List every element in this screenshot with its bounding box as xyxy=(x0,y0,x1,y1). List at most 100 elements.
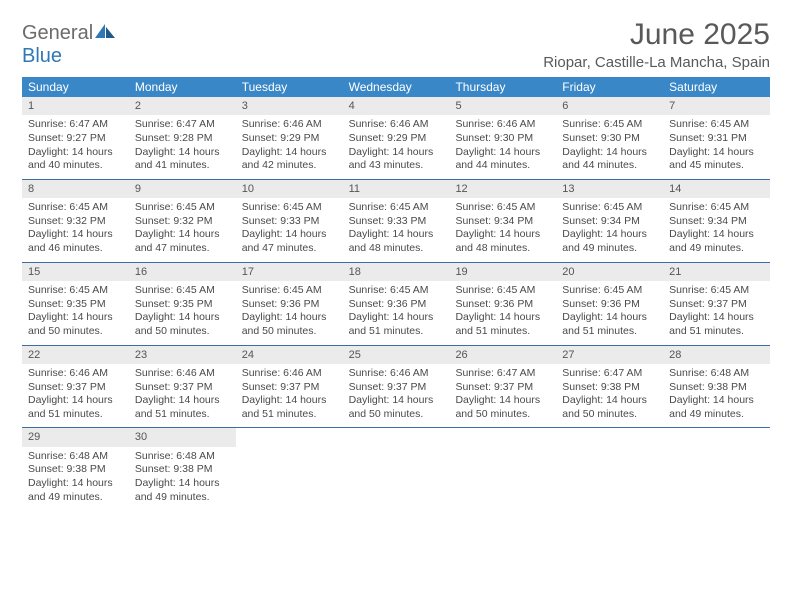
daylight-text: Daylight: 14 hours and 50 minutes. xyxy=(28,311,123,338)
day-body: Sunrise: 6:45 AMSunset: 9:36 PMDaylight:… xyxy=(236,281,343,345)
calendar-page: General Blue June 2025 Riopar, Castille-… xyxy=(0,0,792,528)
day-number: 13 xyxy=(556,180,663,198)
day-cell: 30Sunrise: 6:48 AMSunset: 9:38 PMDayligh… xyxy=(129,428,236,510)
sunset-text: Sunset: 9:33 PM xyxy=(242,215,337,229)
day-body: Sunrise: 6:47 AMSunset: 9:37 PMDaylight:… xyxy=(449,364,556,428)
sunrise-text: Sunrise: 6:45 AM xyxy=(28,201,123,215)
sunset-text: Sunset: 9:37 PM xyxy=(669,298,764,312)
day-number: 6 xyxy=(556,97,663,115)
sunset-text: Sunset: 9:37 PM xyxy=(28,381,123,395)
sunset-text: Sunset: 9:37 PM xyxy=(135,381,230,395)
sunrise-text: Sunrise: 6:45 AM xyxy=(349,284,444,298)
sunrise-text: Sunrise: 6:46 AM xyxy=(242,367,337,381)
sunset-text: Sunset: 9:37 PM xyxy=(242,381,337,395)
header: General Blue June 2025 Riopar, Castille-… xyxy=(22,18,770,71)
sunrise-text: Sunrise: 6:46 AM xyxy=(135,367,230,381)
daylight-text: Daylight: 14 hours and 41 minutes. xyxy=(135,146,230,173)
sunrise-text: Sunrise: 6:46 AM xyxy=(242,118,337,132)
day-cell: 19Sunrise: 6:45 AMSunset: 9:36 PMDayligh… xyxy=(449,263,556,345)
day-cell: 11Sunrise: 6:45 AMSunset: 9:33 PMDayligh… xyxy=(343,180,450,262)
sunrise-text: Sunrise: 6:45 AM xyxy=(562,201,657,215)
day-body: Sunrise: 6:48 AMSunset: 9:38 PMDaylight:… xyxy=(22,447,129,511)
day-number: 29 xyxy=(22,428,129,446)
day-number: 20 xyxy=(556,263,663,281)
weekday-header: Friday xyxy=(556,77,663,97)
day-body: Sunrise: 6:45 AMSunset: 9:34 PMDaylight:… xyxy=(663,198,770,262)
day-body: Sunrise: 6:46 AMSunset: 9:37 PMDaylight:… xyxy=(236,364,343,428)
daylight-text: Daylight: 14 hours and 47 minutes. xyxy=(242,228,337,255)
title-block: June 2025 Riopar, Castille-La Mancha, Sp… xyxy=(543,18,770,71)
day-number: 19 xyxy=(449,263,556,281)
calendar-grid: SundayMondayTuesdayWednesdayThursdayFrid… xyxy=(22,77,770,510)
sunrise-text: Sunrise: 6:45 AM xyxy=(242,201,337,215)
sunrise-text: Sunrise: 6:48 AM xyxy=(28,450,123,464)
day-number: 26 xyxy=(449,346,556,364)
day-number: 9 xyxy=(129,180,236,198)
day-number: 25 xyxy=(343,346,450,364)
sunset-text: Sunset: 9:36 PM xyxy=(242,298,337,312)
daylight-text: Daylight: 14 hours and 50 minutes. xyxy=(562,394,657,421)
logo-sail-icon xyxy=(94,23,116,39)
empty-cell xyxy=(663,428,770,510)
sunset-text: Sunset: 9:28 PM xyxy=(135,132,230,146)
day-number: 1 xyxy=(22,97,129,115)
daylight-text: Daylight: 14 hours and 50 minutes. xyxy=(135,311,230,338)
empty-cell xyxy=(343,428,450,510)
daylight-text: Daylight: 14 hours and 44 minutes. xyxy=(562,146,657,173)
logo-text-wrap: General Blue xyxy=(22,22,116,68)
day-body: Sunrise: 6:46 AMSunset: 9:37 PMDaylight:… xyxy=(343,364,450,428)
location-text: Riopar, Castille-La Mancha, Spain xyxy=(543,54,770,71)
day-number: 17 xyxy=(236,263,343,281)
daylight-text: Daylight: 14 hours and 50 minutes. xyxy=(349,394,444,421)
day-cell: 24Sunrise: 6:46 AMSunset: 9:37 PMDayligh… xyxy=(236,346,343,428)
sunset-text: Sunset: 9:34 PM xyxy=(669,215,764,229)
day-cell: 1Sunrise: 6:47 AMSunset: 9:27 PMDaylight… xyxy=(22,97,129,179)
daylight-text: Daylight: 14 hours and 51 minutes. xyxy=(242,394,337,421)
day-number: 7 xyxy=(663,97,770,115)
day-cell: 10 Sunrise: 6:45 AMSunset: 9:33 PMDayligh… xyxy=(236,180,343,262)
day-body: Sunrise: 6:45 AMSunset: 9:34 PMDaylight:… xyxy=(556,198,663,262)
day-number: 10 xyxy=(236,180,343,198)
sunset-text: Sunset: 9:38 PM xyxy=(135,463,230,477)
day-number: 22 xyxy=(22,346,129,364)
sunset-text: Sunset: 9:38 PM xyxy=(28,463,123,477)
weekday-header: Sunday xyxy=(22,77,129,97)
day-body: Sunrise: 6:45 AMSunset: 9:36 PMDaylight:… xyxy=(449,281,556,345)
day-cell: 20Sunrise: 6:45 AMSunset: 9:36 PMDayligh… xyxy=(556,263,663,345)
day-cell: 13Sunrise: 6:45 AMSunset: 9:34 PMDayligh… xyxy=(556,180,663,262)
weekday-header: Wednesday xyxy=(343,77,450,97)
daylight-text: Daylight: 14 hours and 50 minutes. xyxy=(455,394,550,421)
daylight-text: Daylight: 14 hours and 43 minutes. xyxy=(349,146,444,173)
sunrise-text: Sunrise: 6:45 AM xyxy=(669,284,764,298)
sunset-text: Sunset: 9:33 PM xyxy=(349,215,444,229)
sunrise-text: Sunrise: 6:45 AM xyxy=(562,118,657,132)
daylight-text: Daylight: 14 hours and 48 minutes. xyxy=(349,228,444,255)
day-body: Sunrise: 6:45 AMSunset: 9:35 PMDaylight:… xyxy=(22,281,129,345)
day-cell: 6Sunrise: 6:45 AMSunset: 9:30 PMDaylight… xyxy=(556,97,663,179)
day-body: Sunrise: 6:45 AMSunset: 9:36 PMDaylight:… xyxy=(343,281,450,345)
weekday-header: Monday xyxy=(129,77,236,97)
day-cell: 9Sunrise: 6:45 AMSunset: 9:32 PMDaylight… xyxy=(129,180,236,262)
sunset-text: Sunset: 9:38 PM xyxy=(669,381,764,395)
daylight-text: Daylight: 14 hours and 49 minutes. xyxy=(135,477,230,504)
day-number: 14 xyxy=(663,180,770,198)
day-number: 23 xyxy=(129,346,236,364)
daylight-text: Daylight: 14 hours and 42 minutes. xyxy=(242,146,337,173)
day-cell: 18Sunrise: 6:45 AMSunset: 9:36 PMDayligh… xyxy=(343,263,450,345)
day-cell: 12Sunrise: 6:45 AMSunset: 9:34 PMDayligh… xyxy=(449,180,556,262)
week-row: 15Sunrise: 6:45 AMSunset: 9:35 PMDayligh… xyxy=(22,263,770,346)
empty-cell xyxy=(449,428,556,510)
day-body: Sunrise: 6:46 AMSunset: 9:37 PMDaylight:… xyxy=(129,364,236,428)
day-body: Sunrise: 6:46 AMSunset: 9:37 PMDaylight:… xyxy=(22,364,129,428)
sunset-text: Sunset: 9:36 PM xyxy=(562,298,657,312)
day-cell: 27Sunrise: 6:47 AMSunset: 9:38 PMDayligh… xyxy=(556,346,663,428)
sunset-text: Sunset: 9:37 PM xyxy=(455,381,550,395)
day-body: Sunrise: 6:45 AMSunset: 9:32 PMDaylight:… xyxy=(129,198,236,262)
empty-cell xyxy=(236,428,343,510)
brand-logo: General Blue xyxy=(22,18,116,68)
daylight-text: Daylight: 14 hours and 49 minutes. xyxy=(28,477,123,504)
weekday-header: Thursday xyxy=(449,77,556,97)
sunrise-text: Sunrise: 6:45 AM xyxy=(135,284,230,298)
sunset-text: Sunset: 9:38 PM xyxy=(562,381,657,395)
daylight-text: Daylight: 14 hours and 48 minutes. xyxy=(455,228,550,255)
